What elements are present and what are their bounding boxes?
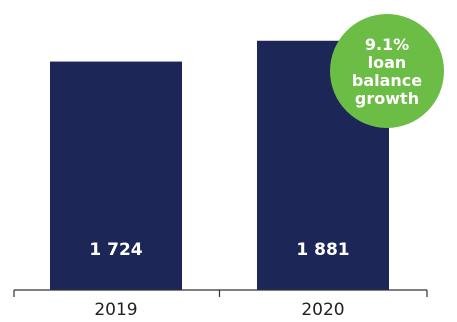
growth-badge: 9.1% loan balance growth [330, 14, 444, 128]
growth-badge-line: growth [355, 89, 419, 108]
x-axis-ticks [13, 290, 428, 297]
x-tick-label-2020: 2020 [301, 300, 344, 320]
bar-2019 [50, 61, 182, 290]
growth-badge-line: 9.1% [365, 35, 409, 54]
x-tick-label-2019: 2019 [94, 300, 137, 320]
bar-value-label-2019: 1 724 [89, 240, 142, 260]
bar-value-label-2020: 1 881 [296, 240, 349, 260]
growth-badge-circle [330, 14, 444, 128]
growth-badge-line: balance [352, 71, 422, 90]
growth-badge-line: loan [368, 53, 407, 72]
bar-labels-group: 1 724 1 881 [89, 240, 349, 260]
growth-badge-text: 9.1% loan balance growth [352, 35, 422, 108]
x-axis-tick-labels: 2019 2020 [94, 300, 344, 320]
